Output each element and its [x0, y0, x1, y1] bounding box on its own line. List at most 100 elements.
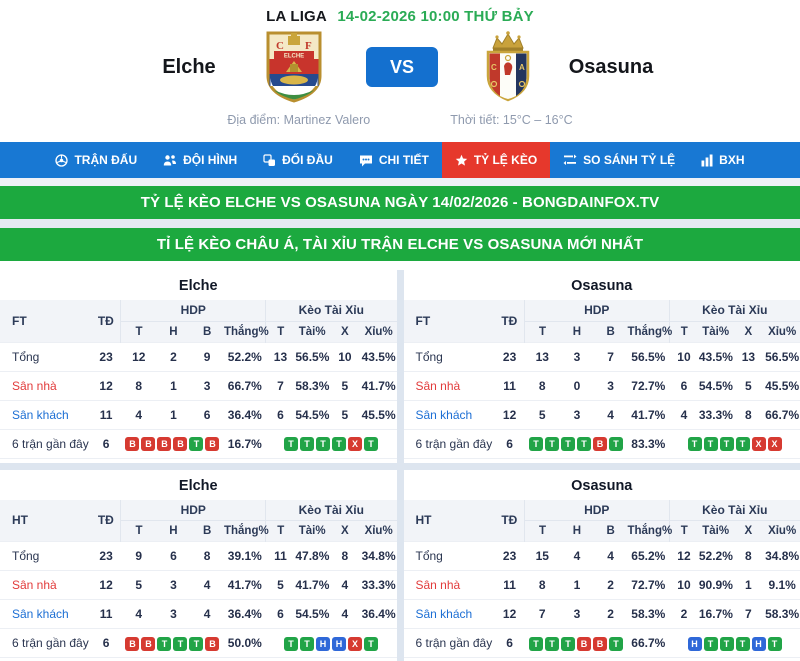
over-under-value: 33.3%: [698, 399, 733, 429]
result-badge-t: T: [687, 437, 702, 451]
over-under-value: 2: [669, 599, 699, 629]
result-badge-t: T: [528, 437, 543, 451]
over-under-value: 8: [732, 541, 765, 571]
matches-count: 11: [91, 399, 121, 429]
osasuna-crest-icon: C A: [480, 28, 536, 106]
col-header: T: [265, 320, 296, 342]
win-percent: 65.2%: [627, 541, 670, 571]
win-percent: 39.1%: [223, 541, 266, 571]
row-label: 6 trận gần đây: [403, 428, 495, 459]
over-under-value: 5: [732, 370, 765, 400]
over-under-group-header: Kèo Tài Xỉu: [265, 499, 397, 521]
over-under-value: 36.4%: [360, 599, 397, 629]
result-badge-b: B: [205, 636, 220, 651]
col-header: T: [668, 320, 699, 342]
matches-count: 11: [494, 570, 525, 600]
over-under-value: 34.8%: [764, 541, 800, 571]
result-badge-t: T: [560, 636, 575, 651]
result-badge-t: T: [544, 636, 559, 651]
tab-label: BXH: [719, 153, 745, 167]
table-row: Sân nhà 12 8 1 3 66.7% 7 58.3% 5 41.7%: [0, 370, 397, 400]
result-badge-t: T: [608, 437, 623, 451]
over-under-value: 45.5%: [360, 399, 397, 429]
over-under-value: 8: [732, 399, 765, 429]
tab-đối-đầu[interactable]: ĐỐI ĐẦU: [250, 142, 346, 178]
over-under-value: 7: [265, 370, 296, 400]
row-label: Sân nhà: [403, 370, 495, 400]
matches-count: 23: [494, 341, 525, 371]
hdp-value: 15: [524, 541, 561, 571]
row-label: Sân nhà: [403, 570, 495, 600]
matches-count: 6: [91, 628, 121, 658]
over-under-value: 7: [732, 599, 765, 629]
col-header: X: [732, 520, 765, 542]
matches-count: 12: [494, 599, 525, 629]
col-header: Xỉu%: [764, 520, 800, 542]
tab-chi-tiết[interactable]: CHI TIẾT: [346, 142, 442, 178]
over-under-value: 52.2%: [698, 541, 733, 571]
bar-chart-icon: [701, 154, 713, 167]
hdp-value: 2: [593, 599, 628, 629]
win-percent: 52.2%: [223, 341, 266, 371]
col-header: Tài%: [295, 320, 330, 342]
result-badge-b: B: [592, 636, 607, 651]
over-under-value: 4: [669, 399, 699, 429]
tab-bxh[interactable]: BXH: [688, 142, 757, 178]
col-header: T: [523, 320, 561, 342]
over-under-value: 6: [265, 599, 296, 629]
hdp-value: 3: [560, 341, 594, 371]
table-row: Sân khách 11 4 3 4 36.4% 6 54.5% 4 36.4%: [0, 599, 397, 629]
star-icon: [455, 154, 468, 167]
result-badge-t: T: [560, 437, 575, 451]
result-badge-t: T: [719, 437, 734, 451]
table-row: Sân nhà 11 8 0 3 72.7% 6 54.5% 5 45.5%: [403, 370, 800, 400]
venue-text: Địa điểm: Martinez Valero: [227, 113, 371, 127]
hdp-value: 3: [560, 399, 594, 429]
tab-đội-hình[interactable]: ĐỘI HÌNH: [150, 142, 250, 178]
result-badge-t: T: [735, 636, 750, 651]
over-under-value: 12: [669, 541, 699, 571]
col-header: H: [560, 320, 594, 342]
league-name: LA LIGA: [266, 8, 327, 25]
result-badge-t: T: [157, 636, 172, 651]
over-under-value: 8: [329, 541, 361, 571]
tab-trận-đấu[interactable]: TRẬN ĐẤU: [42, 142, 150, 178]
matches-count: 23: [91, 341, 121, 371]
col-header: Xỉu%: [360, 520, 397, 542]
hdp-value: 8: [524, 370, 561, 400]
result-badge-b: B: [205, 437, 220, 451]
hdp-value: 13: [524, 341, 561, 371]
row-label: Sân khách: [0, 599, 92, 629]
hdp-value: 7: [524, 599, 561, 629]
hdp-value: 7: [593, 341, 628, 371]
hdp-value: 9: [190, 341, 224, 371]
over-under-group-header: Kèo Tài Xỉu: [668, 499, 800, 521]
hdp-value: 3: [190, 370, 224, 400]
over-under-value: 47.8%: [295, 541, 329, 571]
row-label: 6 trận gần đây: [0, 428, 92, 459]
hdp-value: 8: [190, 541, 224, 571]
col-header: Tài%: [295, 520, 330, 542]
matches-count: 12: [494, 399, 525, 429]
over-under-value: 6: [265, 399, 296, 429]
over-under-value: 10: [329, 341, 361, 371]
tab-so-sánh-tỷ-lệ[interactable]: SO SÁNH TỶ LỆ: [550, 142, 688, 178]
tab-label: SO SÁNH TỶ LỆ: [583, 153, 676, 167]
match-info-line: Địa điểm: Martinez Valero Thời tiết: 15°…: [0, 107, 800, 139]
over-under-value: 11: [265, 541, 296, 571]
over-under-value: 43.5%: [698, 341, 733, 371]
svg-text:A: A: [519, 63, 525, 72]
col-header: B: [593, 320, 628, 342]
nav-bar: TRẬN ĐẤU ĐỘI HÌNH ĐỐI ĐẦU CHI TIẾT TỶ LỆ KÈO…: [0, 142, 800, 178]
over-under-value: 90.9%: [698, 570, 733, 600]
matches-count-header: TĐ: [494, 300, 525, 342]
over-under-value: 41.7%: [295, 570, 329, 600]
over-under-value: 1: [732, 570, 765, 600]
win-percent: 41.7%: [223, 570, 266, 600]
result-badge-t: T: [284, 437, 299, 451]
col-header: T: [523, 520, 561, 542]
col-header: Tài%: [698, 520, 733, 542]
tab-tỷ-lệ-kèo[interactable]: TỶ LỆ KÈO: [441, 142, 551, 178]
